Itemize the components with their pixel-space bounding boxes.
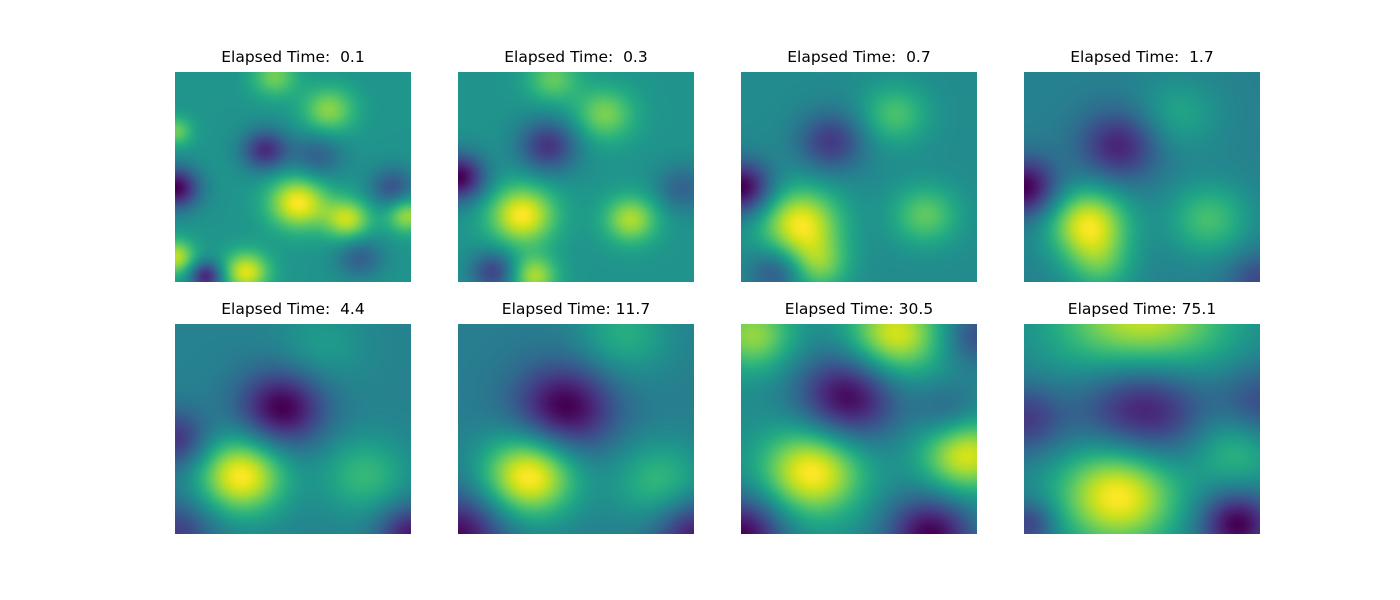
heatmap-image xyxy=(1024,324,1260,534)
heatmap-image xyxy=(741,72,977,282)
panel-title: Elapsed Time: 11.7 xyxy=(501,300,651,318)
heatmap-image xyxy=(741,324,977,534)
heatmap-image xyxy=(175,72,411,282)
heatmap-image xyxy=(175,324,411,534)
heatmap-image xyxy=(458,72,694,282)
panel-title: Elapsed Time: 1.7 xyxy=(1070,48,1214,66)
panel-title: Elapsed Time: 0.1 xyxy=(221,48,365,66)
panel-title: Elapsed Time: 0.7 xyxy=(787,48,931,66)
panel-title: Elapsed Time: 4.4 xyxy=(221,300,365,318)
panel-title: Elapsed Time: 30.5 xyxy=(784,300,934,318)
heatmap-image xyxy=(1024,72,1260,282)
panel-title: Elapsed Time: 75.1 xyxy=(1067,300,1217,318)
heatmap-image xyxy=(458,324,694,534)
panel-title: Elapsed Time: 0.3 xyxy=(504,48,648,66)
